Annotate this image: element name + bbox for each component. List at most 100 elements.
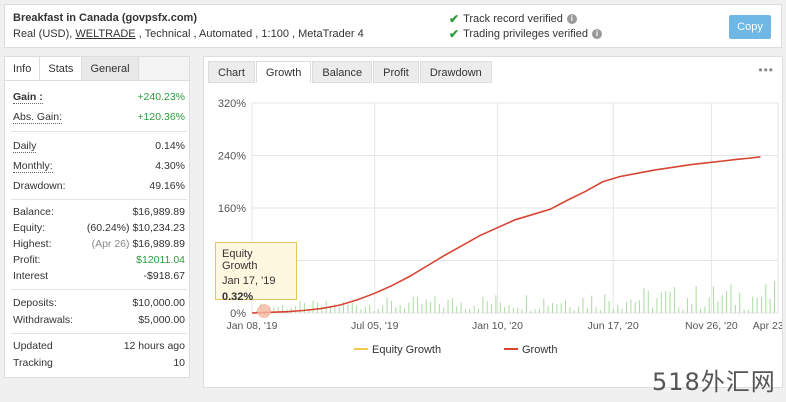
- volume-bar: [665, 291, 667, 313]
- volume-bar: [347, 304, 349, 313]
- copy-button[interactable]: Copy: [729, 15, 771, 39]
- volume-bar: [643, 288, 645, 313]
- volume-bar: [560, 303, 562, 313]
- volume-bar: [734, 305, 736, 313]
- volume-bar: [639, 300, 641, 313]
- drawdown-label: Drawdown:: [13, 180, 66, 192]
- stat-deposits: Deposits: $10,000.00: [13, 297, 185, 309]
- volume-bar: [599, 310, 601, 313]
- volume-bar: [299, 301, 301, 313]
- stats-panel: Info Stats General Gain : +240.23% Abs. …: [4, 56, 190, 378]
- account-header: Breakfast in Canada (govpsfx.com) Real (…: [4, 4, 782, 48]
- volume-bar: [547, 306, 549, 313]
- volume-bar: [704, 306, 706, 313]
- highest-date: (Apr 26): [91, 238, 130, 250]
- track-record-label: Track record verified: [463, 13, 563, 25]
- volume-bar: [334, 303, 336, 313]
- volume-bar: [673, 287, 675, 313]
- tab-general[interactable]: General: [82, 57, 139, 80]
- volume-bar: [543, 298, 545, 313]
- volume-bar: [273, 307, 275, 313]
- gain-value: +240.23%: [137, 91, 185, 103]
- more-options-icon[interactable]: •••: [758, 63, 774, 77]
- growth-line: [251, 156, 761, 314]
- interest-label: Interest: [13, 270, 49, 282]
- volume-bar: [482, 296, 484, 313]
- volume-bar: [538, 309, 540, 313]
- volume-bar: [517, 307, 519, 313]
- balance-value: $16,989.89: [132, 206, 185, 218]
- volume-bar: [290, 307, 292, 313]
- abs-gain-label[interactable]: Abs. Gain:: [13, 111, 63, 124]
- volume-bar: [330, 306, 331, 313]
- stat-balance: Balance: $16,989.89: [13, 206, 185, 218]
- tab-stats[interactable]: Stats: [40, 57, 83, 80]
- tracking-label: Tracking: [13, 357, 53, 369]
- tab-growth[interactable]: Growth: [255, 61, 312, 83]
- track-record-verified: ✔ Track record verified i: [449, 12, 577, 26]
- volume-bar: [386, 297, 388, 313]
- info-icon[interactable]: i: [566, 14, 577, 24]
- volume-bar: [569, 307, 571, 313]
- volume-bar: [417, 297, 419, 313]
- volume-bar: [765, 283, 767, 313]
- volume-bar: [343, 302, 345, 313]
- stat-withdrawals: Withdrawals: $5,000.00: [13, 314, 185, 326]
- profit-label: Profit:: [13, 254, 41, 266]
- volume-bar: [621, 308, 623, 313]
- volume-bar: [626, 302, 627, 313]
- volume-bar: [682, 309, 684, 313]
- volume-bar: [382, 305, 384, 313]
- stat-tracking: Tracking 10: [13, 357, 185, 369]
- drawdown-value: 49.16%: [149, 180, 185, 192]
- volume-bar: [652, 307, 654, 313]
- tab-profit[interactable]: Profit: [373, 61, 419, 83]
- volume-bar: [356, 305, 358, 313]
- chart-panel: Chart Growth Balance Profit Drawdown •••…: [203, 56, 783, 388]
- legend-label: Growth: [522, 344, 557, 356]
- volume-bar: [499, 302, 501, 313]
- daily-label[interactable]: Daily: [13, 140, 37, 153]
- tooltip-title: Equity Growth: [222, 248, 258, 272]
- broker-link[interactable]: WELTRADE: [75, 28, 136, 40]
- check-icon: ✔: [449, 27, 460, 41]
- volume-bar: [395, 307, 397, 313]
- volume-bar: [338, 307, 340, 313]
- volume-bar: [308, 309, 310, 313]
- chart-tooltip: Equity Growth Jan 17, '19 0.32%: [215, 242, 297, 303]
- y-tick-label: 0%: [230, 308, 246, 320]
- stat-monthly: Monthly: 4.30%: [13, 160, 185, 173]
- deposits-label: Deposits:: [13, 297, 57, 309]
- x-tick-label: Jan 10, '20: [472, 320, 523, 332]
- volume-bar: [408, 302, 410, 313]
- tab-balance[interactable]: Balance: [312, 61, 373, 83]
- tab-info[interactable]: Info: [5, 57, 41, 80]
- stat-highest: Highest: (Apr 26) $16,989.89: [13, 238, 185, 250]
- x-tick-label: Apr 23, '21: [753, 320, 782, 332]
- interest-value: -$918.67: [143, 270, 185, 282]
- monthly-label[interactable]: Monthly:: [13, 160, 53, 173]
- tab-drawdown[interactable]: Drawdown: [419, 61, 492, 83]
- equity-percent: (60.24%): [86, 222, 130, 234]
- volume-bar: [582, 297, 584, 313]
- volume-bar: [608, 301, 610, 313]
- account-name[interactable]: Breakfast in Canada (govpsfx.com): [13, 12, 197, 24]
- check-icon: ✔: [449, 12, 460, 26]
- info-icon[interactable]: i: [592, 29, 602, 39]
- volume-bar: [695, 286, 697, 313]
- volume-bar: [360, 309, 362, 313]
- gain-label[interactable]: Gain :: [13, 91, 43, 104]
- stats-tabs: Info Stats General: [5, 57, 189, 81]
- volume-bar: [282, 305, 284, 313]
- volume-bar: [752, 296, 754, 313]
- volume-bar: [747, 310, 749, 313]
- tab-chart[interactable]: Chart: [208, 61, 255, 83]
- y-tick-label: 240%: [218, 151, 246, 163]
- x-tick-label: Jan 08, '19: [226, 320, 277, 332]
- volume-bar: [377, 308, 379, 313]
- stat-abs-gain: Abs. Gain: +120.36%: [13, 111, 185, 124]
- volume-bar: [717, 301, 719, 313]
- x-tick-label: Jun 17, '20: [588, 320, 639, 332]
- balance-label: Balance:: [13, 206, 54, 218]
